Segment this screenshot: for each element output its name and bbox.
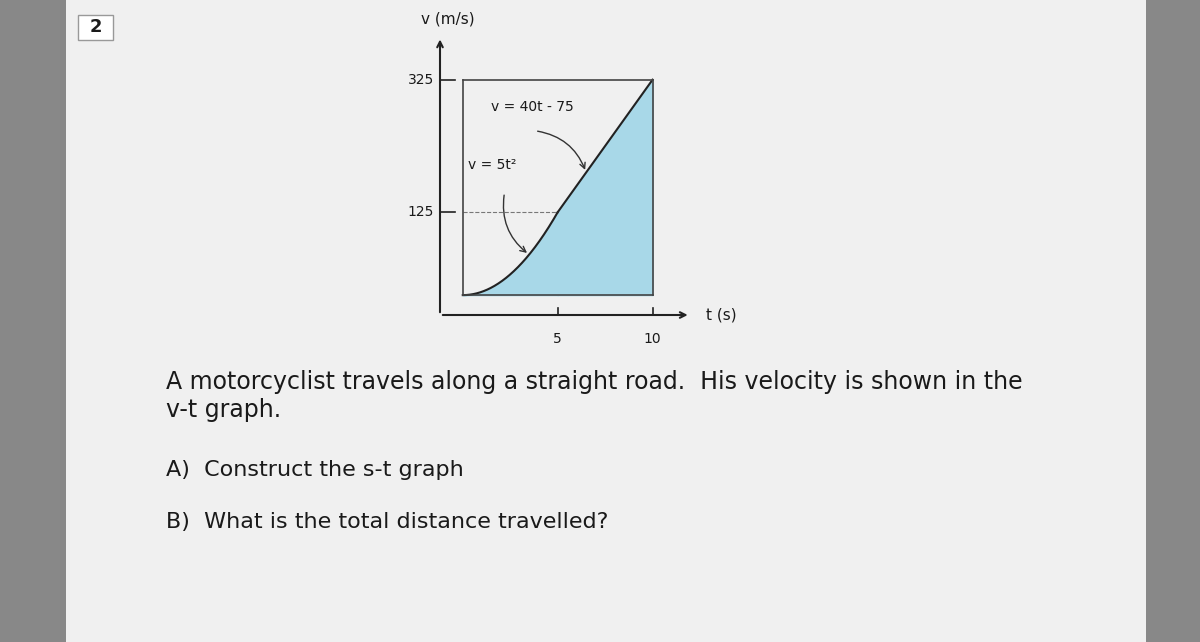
Text: A)  Construct the s-t graph: A) Construct the s-t graph xyxy=(166,460,463,480)
Text: 325: 325 xyxy=(408,73,434,87)
Text: A motorcyclist travels along a straight road.  His velocity is shown in the: A motorcyclist travels along a straight … xyxy=(166,370,1022,394)
Text: v = 5t²: v = 5t² xyxy=(468,158,517,172)
Text: 10: 10 xyxy=(643,331,661,345)
Text: 5: 5 xyxy=(553,331,562,345)
Bar xyxy=(78,15,113,40)
Text: v (m/s): v (m/s) xyxy=(421,12,474,27)
Text: v = 40t - 75: v = 40t - 75 xyxy=(491,100,574,114)
Text: v-t graph.: v-t graph. xyxy=(166,398,281,422)
Text: B)  What is the total distance travelled?: B) What is the total distance travelled? xyxy=(166,512,608,532)
Text: 2: 2 xyxy=(89,19,102,37)
Text: t (s): t (s) xyxy=(706,308,737,322)
Text: 125: 125 xyxy=(408,205,434,220)
